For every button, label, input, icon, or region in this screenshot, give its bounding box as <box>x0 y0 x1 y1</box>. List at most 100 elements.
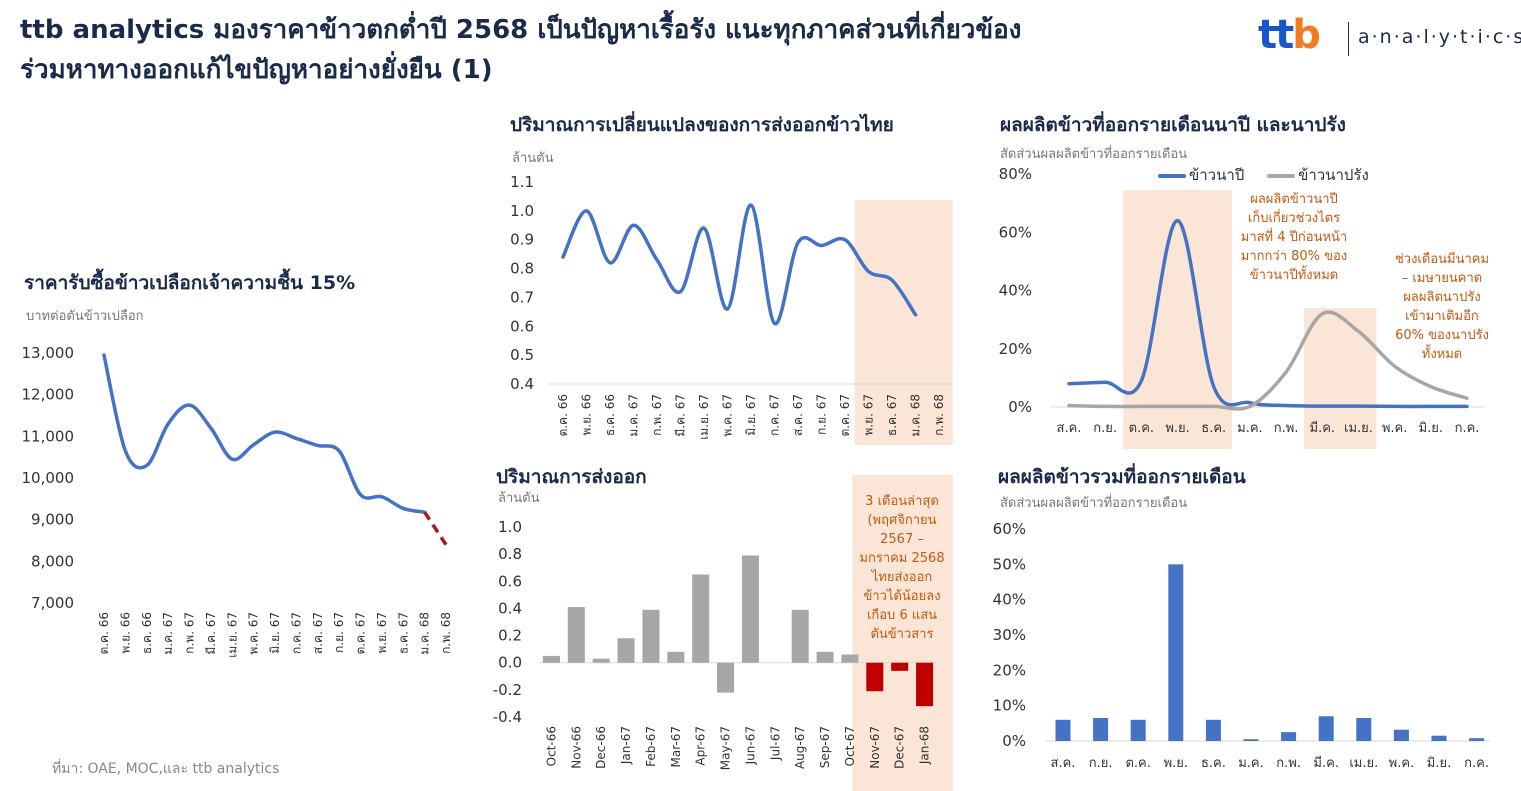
export-volume-ytick-label: 0.6 <box>498 572 522 590</box>
legend-item-napee: ข้าวนาปี <box>1158 166 1244 184</box>
total-output-bar <box>1281 732 1297 741</box>
legend-swatch-napee <box>1158 173 1186 178</box>
export-volume-bar <box>567 607 585 663</box>
source-note: ที่มา: OAE, MOC,และ ttb analytics <box>52 761 280 777</box>
legend-item-naprang: ข้าวนาปรัง <box>1267 166 1369 184</box>
total-output-xtick-label: มิ.ย. <box>1427 756 1451 771</box>
paddy-price-ytick-label: 9,000 <box>31 511 74 529</box>
export-volume-chart-title: ปริมาณการส่งออก <box>496 466 647 488</box>
total-output-xtick-label: พ.ย. <box>1164 756 1188 771</box>
export-volume-bar <box>592 658 610 663</box>
export-change-xtick-label: เม.ย. 67 <box>697 394 711 440</box>
paddy-price-xtick-label: พ.ย. 66 <box>118 612 132 654</box>
crop-output-xtick-label: ก.ย. <box>1093 421 1117 436</box>
crop-output-ytick-label: 20% <box>999 340 1032 358</box>
crop-output-line-napee <box>1067 218 1469 409</box>
export-volume-ytick-label: 1.0 <box>498 518 522 536</box>
export-volume-xtick-label: Feb-67 <box>644 726 658 767</box>
paddy-price-xtick-label: พ.ย. 67 <box>375 612 389 654</box>
paddy-price-ytick-label: 11,000 <box>22 427 75 445</box>
export-change-xtick-label: ม.ค. 68 <box>909 394 923 437</box>
export-volume-ytick-label: 0.4 <box>498 599 522 617</box>
total-output-bar <box>1055 719 1071 741</box>
export-volume-xtick-label: Oct-66 <box>544 726 558 766</box>
export-volume-highlight <box>852 475 953 791</box>
paddy-price-xtick-label: ส.ค. 67 <box>311 612 325 654</box>
export-volume-xtick-label: Nov-67 <box>868 726 882 769</box>
crop-output-chart-subtitle: สัดส่วนผลผลิตข้าวที่ออกรายเดือน <box>1000 147 1188 162</box>
total-output-xtick-label: ก.ย. <box>1089 756 1113 771</box>
export-change-xtick-label: ธ.ค. 67 <box>885 394 899 436</box>
crop-output-highlight <box>1304 308 1377 449</box>
total-output-xtick-label: ต.ค. <box>1125 756 1150 771</box>
export-volume-bar <box>916 662 934 707</box>
paddy-price-xtick-label: ธ.ค. 66 <box>140 612 154 654</box>
export-change-line <box>561 203 918 326</box>
export-change-xtick-label: พ.ย. 67 <box>862 394 876 436</box>
logo-word-part1: tt <box>1258 12 1294 58</box>
total-output-xtick-label: ก.ค. <box>1464 756 1489 771</box>
total-output-ytick-label: 10% <box>993 697 1026 715</box>
export-change-ytick-label: 0.5 <box>510 346 534 364</box>
export-volume-ytick-label: 0.2 <box>498 627 522 645</box>
paddy-price-xtick-label: ก.ย. 67 <box>332 612 346 653</box>
paddy-price-ytick-label: 13,000 <box>22 344 75 362</box>
export-volume-bar <box>617 638 635 663</box>
page-title-line1: ttb analytics มองราคาข้าวตกต่ำปี 2568 เป… <box>20 15 1022 45</box>
crop-output-xtick-label: ก.พ. <box>1274 421 1299 436</box>
total-output-ytick-label: 60% <box>993 520 1026 538</box>
export-change-xtick-label: ก.ค. 67 <box>768 394 782 436</box>
export-change-highlight <box>854 200 953 445</box>
paddy-price-xtick-label: ม.ค. 67 <box>161 612 175 655</box>
crop-output-chart-title: ผลผลิตข้าวที่ออกรายเดือนนาปี และนาปรัง <box>1000 114 1346 136</box>
paddy-price-xtick-label: ก.ค. 67 <box>289 612 303 654</box>
total-output-xtick-label: ส.ค. <box>1051 756 1076 771</box>
export-change-ytick-label: 1.1 <box>510 173 534 191</box>
export-volume-bar <box>816 651 834 663</box>
total-output-xtick-label: เม.ย. <box>1349 756 1378 771</box>
export-volume-xtick-label: Aug-67 <box>793 726 807 769</box>
paddy-price-xtick-label: ก.พ. 67 <box>183 612 197 654</box>
crop-output-ytick-label: 60% <box>999 223 1032 241</box>
export-volume-ytick-label: 0.8 <box>498 545 522 563</box>
total-output-ytick-label: 0% <box>1002 732 1026 750</box>
export-volume-bar <box>866 662 884 692</box>
export-change-chart-subtitle: ล้านตัน <box>512 151 554 166</box>
export-change-ytick-label: 0.8 <box>510 260 534 278</box>
paddy-price-xtick-label: ต.ค. 66 <box>97 612 111 655</box>
export-volume-xtick-label: Oct-67 <box>843 726 857 766</box>
total-output-ytick-label: 30% <box>993 626 1026 644</box>
export-change-xtick-label: มิ.ย. 67 <box>744 394 758 436</box>
crop-output-note-napee: ผลผลิตข้าวนาปี เก็บเกี่ยวช่วงไตร มาสที่ … <box>1240 192 1348 283</box>
export-change-xtick-label: ต.ค. 67 <box>838 394 852 437</box>
export-change-xtick-label: ก.พ. 68 <box>932 394 946 436</box>
paddy-price-xtick-label: ม.ค. 68 <box>418 612 432 655</box>
export-volume-bar <box>891 662 909 671</box>
legend-swatch-naprang <box>1267 173 1296 178</box>
page-title: ttb analytics มองราคาข้าวตกต่ำปี 2568 เป… <box>20 10 1240 90</box>
export-volume-xtick-label: Sep-67 <box>818 726 832 768</box>
paddy-price-ytick-label: 10,000 <box>22 469 75 487</box>
paddy-price-xtick-label: มี.ค. 67 <box>204 612 218 655</box>
export-change-ytick-label: 0.6 <box>510 317 534 335</box>
logo-wordmark: ttb <box>1258 12 1321 58</box>
export-change-chart-title: ปริมาณการเปลี่ยนแปลงของการส่งออกข้าวไทย <box>510 114 894 136</box>
export-volume-note: 3 เดือนล่าสุด (พฤศจิกายน 2567 – มกราคม 2… <box>859 494 945 642</box>
paddy-price-xtick-label: พ.ค. 67 <box>247 612 261 655</box>
paddy-price-xtick-label: ก.พ. 68 <box>439 612 453 654</box>
total-output-bar <box>1093 718 1109 741</box>
total-output-bar <box>1431 735 1447 741</box>
crop-output-highlight <box>1123 190 1232 449</box>
total-output-bar <box>1130 719 1146 741</box>
crop-output-line-naprang <box>1067 310 1469 411</box>
paddy-price-chart-title: ราคารับซื้อข้าวเปลือกเจ้าความชื้น 15% <box>24 272 356 294</box>
export-volume-xtick-label: Jun-67 <box>743 726 757 765</box>
crop-output-note-naprang: ช่วงเดือนมีนาคม – เมษายนคาด ผลผลิตนาปรัง… <box>1394 252 1490 362</box>
ttb-analytics-logo: ttb a·n·a·l·y·t·i·c·s <box>1258 12 1521 62</box>
crop-output-xtick-label: ก.ค. <box>1455 421 1480 436</box>
total-output-xtick-label: ก.พ. <box>1276 756 1301 771</box>
export-volume-bar <box>692 574 710 663</box>
total-output-bar <box>1243 739 1259 741</box>
total-output-xtick-label: ม.ค. <box>1238 756 1264 771</box>
export-volume-ytick-label: -0.2 <box>493 681 522 699</box>
